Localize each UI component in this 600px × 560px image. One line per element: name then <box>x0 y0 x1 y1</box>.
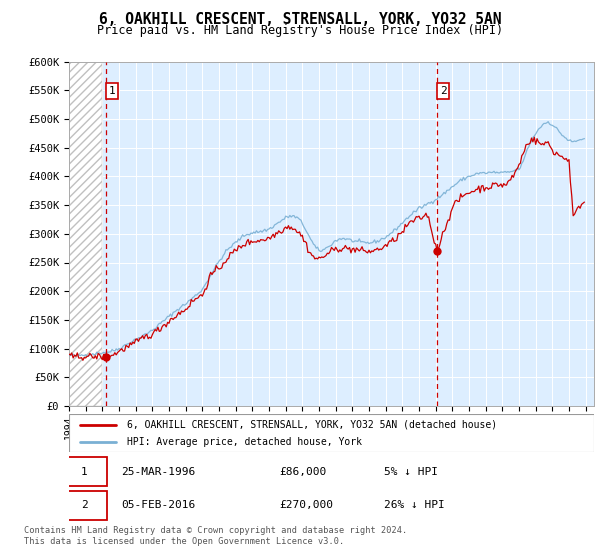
Text: 1: 1 <box>81 466 88 477</box>
FancyBboxPatch shape <box>61 491 107 520</box>
Text: Contains HM Land Registry data © Crown copyright and database right 2024.
This d: Contains HM Land Registry data © Crown c… <box>24 526 407 546</box>
Text: 6, OAKHILL CRESCENT, STRENSALL, YORK, YO32 5AN: 6, OAKHILL CRESCENT, STRENSALL, YORK, YO… <box>99 12 501 27</box>
Text: 26% ↓ HPI: 26% ↓ HPI <box>384 500 445 510</box>
Text: 1: 1 <box>109 86 115 96</box>
Text: £270,000: £270,000 <box>279 500 333 510</box>
FancyBboxPatch shape <box>69 414 594 452</box>
FancyBboxPatch shape <box>61 458 107 486</box>
Text: 05-FEB-2016: 05-FEB-2016 <box>121 500 196 510</box>
Text: HPI: Average price, detached house, York: HPI: Average price, detached house, York <box>127 437 362 447</box>
Text: 6, OAKHILL CRESCENT, STRENSALL, YORK, YO32 5AN (detached house): 6, OAKHILL CRESCENT, STRENSALL, YORK, YO… <box>127 419 497 430</box>
Text: 5% ↓ HPI: 5% ↓ HPI <box>384 466 438 477</box>
Text: 2: 2 <box>81 500 88 510</box>
Text: 25-MAR-1996: 25-MAR-1996 <box>121 466 196 477</box>
Text: £86,000: £86,000 <box>279 466 326 477</box>
Text: 2: 2 <box>440 86 446 96</box>
Text: Price paid vs. HM Land Registry's House Price Index (HPI): Price paid vs. HM Land Registry's House … <box>97 24 503 37</box>
